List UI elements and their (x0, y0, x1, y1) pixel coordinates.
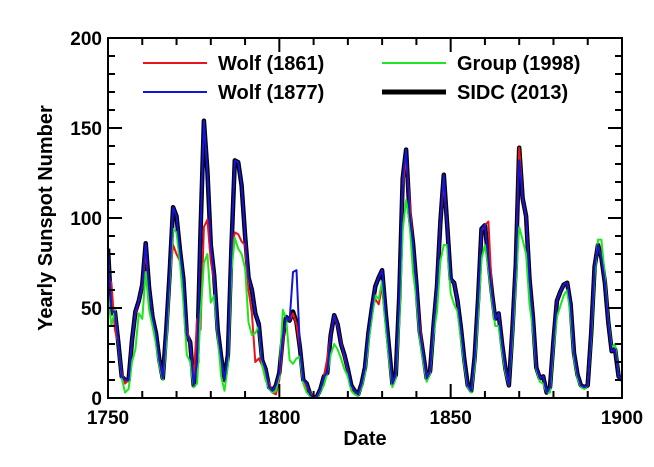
y-tick-label: 100 (70, 209, 102, 230)
series-line-wolf-1877 (108, 119, 622, 398)
legend-label-wolf-1877: Wolf (1877) (218, 82, 324, 104)
x-tick-label: 1750 (87, 408, 129, 429)
legend-label-sidc-2013: SIDC (2013) (457, 82, 568, 104)
legend-label-wolf-1861: Wolf (1861) (218, 53, 324, 75)
y-tick-label: 50 (81, 299, 102, 320)
series-layer (108, 118, 622, 398)
x-axis-title: Date (343, 428, 386, 450)
axes-layer: 1750 1800 1850 1900 0 50 100 150 200 (70, 29, 643, 429)
x-tick-label: 1850 (430, 408, 472, 429)
x-tick-label: 1800 (258, 408, 300, 429)
x-tick-label: 1900 (601, 408, 643, 429)
legend: Wolf (1861) Wolf (1877) Group (1998) SID… (143, 53, 580, 104)
y-axis-title: Yearly Sunspot Number (35, 105, 57, 331)
y-tick-label: 0 (91, 389, 102, 410)
y-tick-label: 200 (70, 29, 102, 50)
y-tick-label: 150 (70, 119, 102, 140)
legend-label-group-1998: Group (1998) (457, 53, 580, 75)
series-line-sidc-2013 (108, 118, 622, 398)
